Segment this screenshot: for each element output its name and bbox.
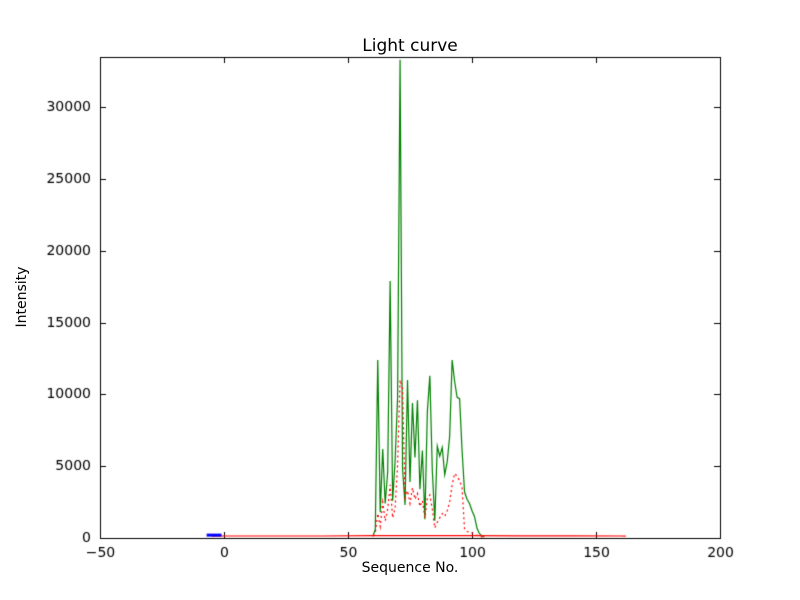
y-axis-label: Intensity: [14, 266, 30, 328]
chart-title: Light curve: [362, 36, 458, 56]
x-axis-label: Sequence No.: [361, 560, 459, 576]
